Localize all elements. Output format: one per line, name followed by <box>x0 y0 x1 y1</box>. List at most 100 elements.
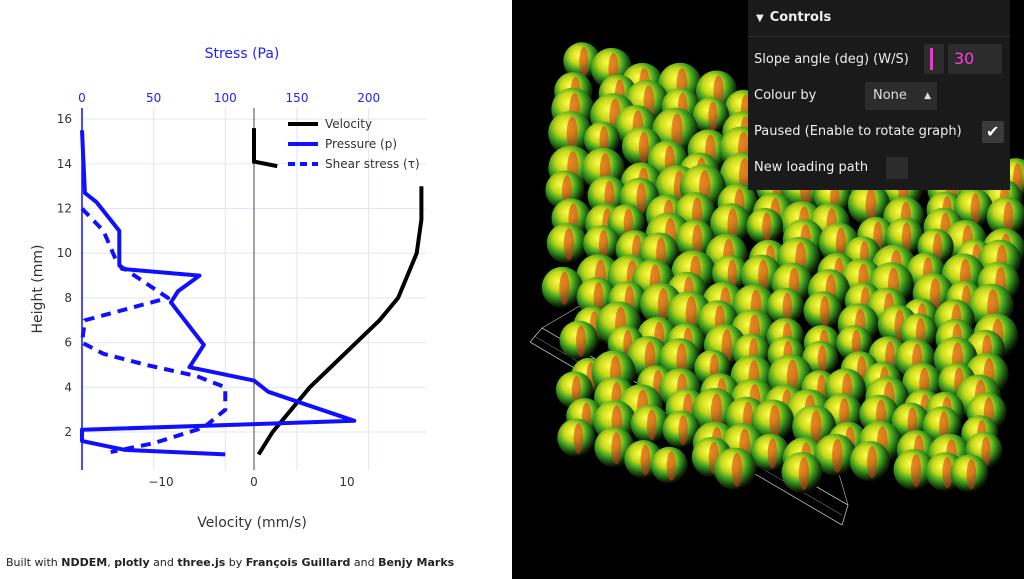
sphere-band <box>727 208 738 242</box>
sphere-band <box>559 271 570 305</box>
3d-viewport[interactable]: ▼ Controls Slope angle (deg) (W/S) 30 Col… <box>512 0 1024 579</box>
sphere-band <box>708 101 718 131</box>
sphere-band <box>970 193 981 225</box>
legend-label-0: Velocity <box>325 117 372 131</box>
y-tick-label: 4 <box>64 380 72 394</box>
sphere-band <box>911 454 922 488</box>
sphere-band <box>571 376 581 406</box>
sphere-band <box>657 288 669 322</box>
sphere-band <box>966 459 977 490</box>
sphere-band <box>671 113 683 151</box>
sphere-band <box>727 259 737 289</box>
sphere-band <box>810 410 822 446</box>
sphere-band <box>640 444 651 476</box>
top-tick-label: 200 <box>357 91 380 105</box>
checkmark-icon: ✔ <box>986 122 1000 141</box>
slope-angle-input[interactable]: 30 <box>948 44 1002 74</box>
sphere-band <box>593 282 604 314</box>
series-line-2 <box>80 207 228 455</box>
footer-plotly: plotly <box>114 556 150 569</box>
sphere-band <box>817 345 827 375</box>
top-axis-title: Stress (Pa) <box>205 46 280 62</box>
sphere-band <box>769 404 781 439</box>
footer-author-1: François Guillard <box>245 556 351 569</box>
x-tick-label: 0 <box>250 475 258 489</box>
legend-label-2: Shear stress (τ) <box>325 157 420 171</box>
x-tick-label: 10 <box>339 475 354 489</box>
footer-prefix: Built with <box>6 556 62 569</box>
footer-sep: , <box>107 556 115 569</box>
y-tick-label: 14 <box>57 157 72 171</box>
sphere-band <box>867 446 878 479</box>
velocity-top-segment <box>252 128 278 169</box>
footer-threejs: three.js <box>177 556 226 569</box>
sphere-band <box>767 438 778 469</box>
series-group <box>80 128 424 457</box>
stress-velocity-plot[interactable]: 2 4 6 8 10 12 14 16 0 50 100 150 200 −10 0 10 Stress (Pa… <box>0 0 512 579</box>
sphere-band <box>685 296 697 333</box>
sphere-band <box>638 131 649 164</box>
new-loading-path-checkbox[interactable] <box>886 157 908 179</box>
sphere-band <box>865 188 877 222</box>
y-axis-title: Height (mm) <box>30 245 46 334</box>
controls-title: Controls <box>769 10 832 25</box>
sphere-band <box>762 212 772 242</box>
slope-angle-label: Slope angle (deg) (W/S) <box>754 52 909 67</box>
slider-fill <box>930 48 933 70</box>
x-tick-label: −10 <box>148 475 173 489</box>
sphere-band <box>678 415 688 446</box>
y-tick-label: 2 <box>64 425 72 439</box>
sphere-band <box>611 432 622 465</box>
sphere-band <box>901 222 912 253</box>
x-axis-title: Velocity (mm/s) <box>197 515 307 531</box>
select-arrows-icon: ▲ <box>924 91 931 101</box>
y-tick-label: 8 <box>64 291 72 305</box>
sphere-band <box>573 423 584 455</box>
series-line-0 <box>256 186 424 456</box>
top-tick-label: 150 <box>286 91 309 105</box>
sphere-band <box>832 438 843 473</box>
top-tick-label: 0 <box>78 91 86 105</box>
colour-by-value: None <box>873 88 907 103</box>
y-tick-label: 12 <box>57 202 72 216</box>
sphere-band <box>1003 201 1014 234</box>
legend-label-1: Pressure (p) <box>325 137 397 151</box>
sphere-band <box>711 393 723 430</box>
plot-panel: 2 4 6 8 10 12 14 16 0 50 100 150 200 −10 0 10 Stress (Pa… <box>0 0 512 579</box>
footer-by: by <box>225 556 246 569</box>
new-loading-path-label: New loading path <box>754 160 869 175</box>
slope-angle-slider[interactable] <box>924 44 944 74</box>
sphere-band <box>907 407 918 438</box>
sphere-band <box>782 292 793 323</box>
footer-nddem: NDDEM <box>61 556 108 569</box>
footer-and: and <box>149 556 178 569</box>
sphere-band <box>981 436 991 467</box>
sphere-band <box>930 278 941 312</box>
y-tick-label: 10 <box>57 246 72 260</box>
sphere-band <box>835 227 846 260</box>
paused-checkbox[interactable]: ✔ <box>982 121 1004 143</box>
sphere-band <box>676 343 687 376</box>
chevron-down-icon: ▼ <box>756 13 764 24</box>
sphere-band <box>820 296 830 327</box>
y-tick-label: 16 <box>57 112 72 126</box>
y-tick-label: 6 <box>64 336 72 350</box>
top-tick-label: 50 <box>146 91 161 105</box>
colour-by-select[interactable]: None ▲ <box>865 82 937 110</box>
sphere-band <box>599 126 609 155</box>
sphere-band <box>576 325 586 357</box>
sphere-band <box>647 409 657 440</box>
sphere-band <box>666 451 676 481</box>
top-tick-label: 100 <box>214 91 237 105</box>
footer-author-2: Benjy Marks <box>378 556 455 569</box>
sphere-band <box>636 182 647 215</box>
sphere-band <box>798 457 810 490</box>
controls-header[interactable]: ▼ Controls <box>748 0 1010 37</box>
paused-label: Paused (Enable to rotate graph) <box>754 124 962 139</box>
sphere-band <box>598 229 609 260</box>
axes: 2 4 6 8 10 12 14 16 0 50 100 150 200 −10 0 10 Stress (Pa… <box>30 46 380 531</box>
sphere-band <box>563 228 574 261</box>
sphere-band <box>566 116 578 152</box>
legend: Velocity Pressure (p) Shear stress (τ) <box>288 117 420 171</box>
sphere-band <box>692 224 703 257</box>
